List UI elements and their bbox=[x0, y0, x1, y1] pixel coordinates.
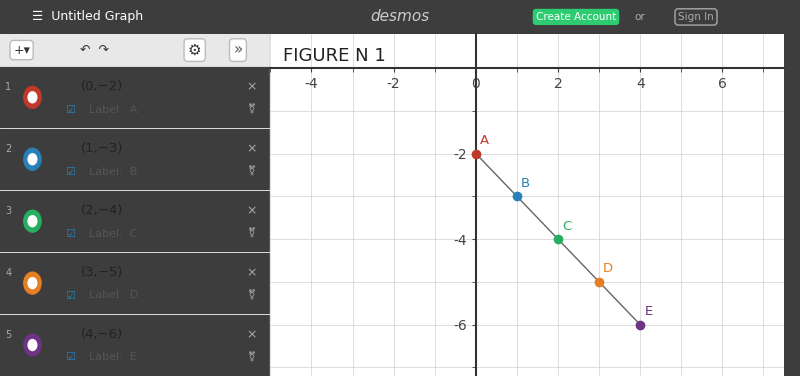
Circle shape bbox=[28, 92, 37, 103]
Text: Label:  C: Label: C bbox=[90, 229, 138, 238]
Text: ×: × bbox=[246, 80, 257, 93]
Text: D: D bbox=[603, 262, 614, 276]
Text: (0,−2): (0,−2) bbox=[81, 80, 123, 93]
Text: ⚧: ⚧ bbox=[247, 352, 255, 362]
Text: ×: × bbox=[246, 328, 257, 341]
Text: E: E bbox=[644, 305, 653, 318]
Text: desmos: desmos bbox=[370, 9, 430, 24]
Text: (1,−3): (1,−3) bbox=[81, 142, 124, 155]
Text: +▾: +▾ bbox=[13, 44, 30, 57]
Text: 1: 1 bbox=[6, 82, 11, 92]
Text: ☰  Untitled Graph: ☰ Untitled Graph bbox=[32, 11, 143, 23]
Text: ↶  ↷: ↶ ↷ bbox=[80, 44, 109, 57]
Text: 3: 3 bbox=[6, 206, 11, 216]
Circle shape bbox=[24, 334, 41, 356]
Text: 2: 2 bbox=[6, 144, 12, 154]
Text: (3,−5): (3,−5) bbox=[81, 266, 124, 279]
Text: ☑: ☑ bbox=[65, 352, 75, 362]
Text: ☑: ☑ bbox=[65, 229, 75, 238]
Text: Label:  A: Label: A bbox=[90, 105, 138, 115]
Text: ☑: ☑ bbox=[65, 105, 75, 115]
Text: 5: 5 bbox=[6, 329, 12, 340]
Circle shape bbox=[24, 210, 41, 232]
Text: Sign In: Sign In bbox=[678, 12, 714, 22]
Circle shape bbox=[24, 86, 41, 108]
Text: ×: × bbox=[246, 142, 257, 155]
Text: ⚧: ⚧ bbox=[247, 228, 255, 239]
Text: ⚧: ⚧ bbox=[247, 167, 255, 177]
Text: ☑: ☑ bbox=[65, 167, 75, 177]
Circle shape bbox=[28, 277, 37, 288]
Text: or: or bbox=[634, 12, 646, 22]
Circle shape bbox=[28, 340, 37, 350]
Circle shape bbox=[28, 216, 37, 227]
Text: Label:  B: Label: B bbox=[90, 167, 138, 177]
Circle shape bbox=[28, 154, 37, 165]
Text: FIGURE N 1: FIGURE N 1 bbox=[282, 47, 386, 65]
Text: (2,−4): (2,−4) bbox=[81, 204, 123, 217]
Text: ⚧: ⚧ bbox=[247, 105, 255, 115]
Text: (4,−6): (4,−6) bbox=[81, 328, 123, 341]
Bar bbox=[0, 34, 270, 66]
Circle shape bbox=[24, 148, 41, 170]
Text: Label:  E: Label: E bbox=[90, 352, 137, 362]
Text: »: » bbox=[234, 42, 242, 58]
Text: ×: × bbox=[246, 204, 257, 217]
Text: C: C bbox=[562, 220, 571, 233]
Circle shape bbox=[24, 272, 41, 294]
Text: 4: 4 bbox=[6, 268, 11, 277]
Text: A: A bbox=[480, 134, 489, 147]
Text: ⚧: ⚧ bbox=[247, 290, 255, 301]
Text: ×: × bbox=[246, 266, 257, 279]
Text: Create Account: Create Account bbox=[536, 12, 616, 22]
Text: B: B bbox=[521, 177, 530, 190]
Text: ⚙: ⚙ bbox=[188, 42, 202, 58]
Text: ☑: ☑ bbox=[65, 291, 75, 300]
Text: Label:  D: Label: D bbox=[90, 291, 138, 300]
